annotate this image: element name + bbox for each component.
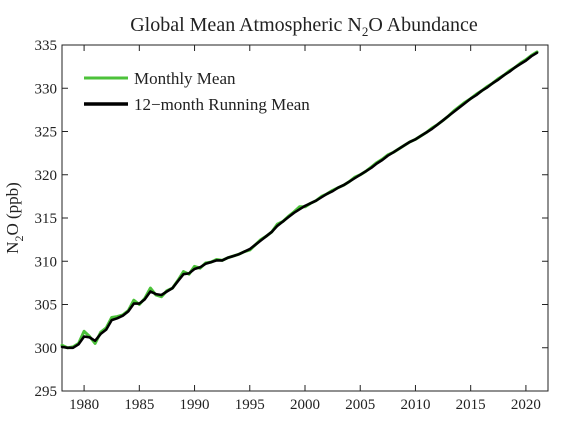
y-tick-label: 320 — [35, 168, 58, 184]
x-tick-label: 1980 — [69, 397, 99, 413]
series-layer — [60, 50, 539, 350]
x-tick-label: 2020 — [511, 397, 541, 413]
y-axis-label: N2O (ppb) — [3, 182, 26, 254]
y-tick-label: 295 — [35, 384, 58, 400]
legend-label-running-mean: 12−month Running Mean — [134, 95, 310, 114]
x-tick-label: 1995 — [235, 397, 265, 413]
y-tick-label: 335 — [35, 38, 58, 54]
x-tick-label: 2015 — [456, 397, 486, 413]
y-tick-label: 300 — [35, 341, 58, 357]
y-tick-label: 315 — [35, 211, 58, 227]
y-tick-label: 325 — [35, 125, 58, 141]
x-tick-label: 2010 — [400, 397, 430, 413]
x-tick-label: 2000 — [290, 397, 320, 413]
legend: Monthly Mean 12−month Running Mean — [84, 69, 310, 114]
x-tick-label: 1990 — [180, 397, 210, 413]
axes-layer: 1980 1985 1990 1995 2000 2005 2010 2015 2020 295 3… — [35, 38, 548, 413]
series-line-running-mean — [60, 51, 539, 350]
y-tick-label: 305 — [35, 298, 58, 314]
y-tick-label: 330 — [35, 81, 58, 97]
legend-label-monthly-mean: Monthly Mean — [134, 69, 236, 88]
x-tick-label: 1985 — [124, 397, 154, 413]
x-tick-label: 2005 — [345, 397, 375, 413]
y-tick-label: 310 — [35, 254, 58, 270]
chart-title: Global Mean Atmospheric N2O Abundance — [130, 14, 478, 39]
